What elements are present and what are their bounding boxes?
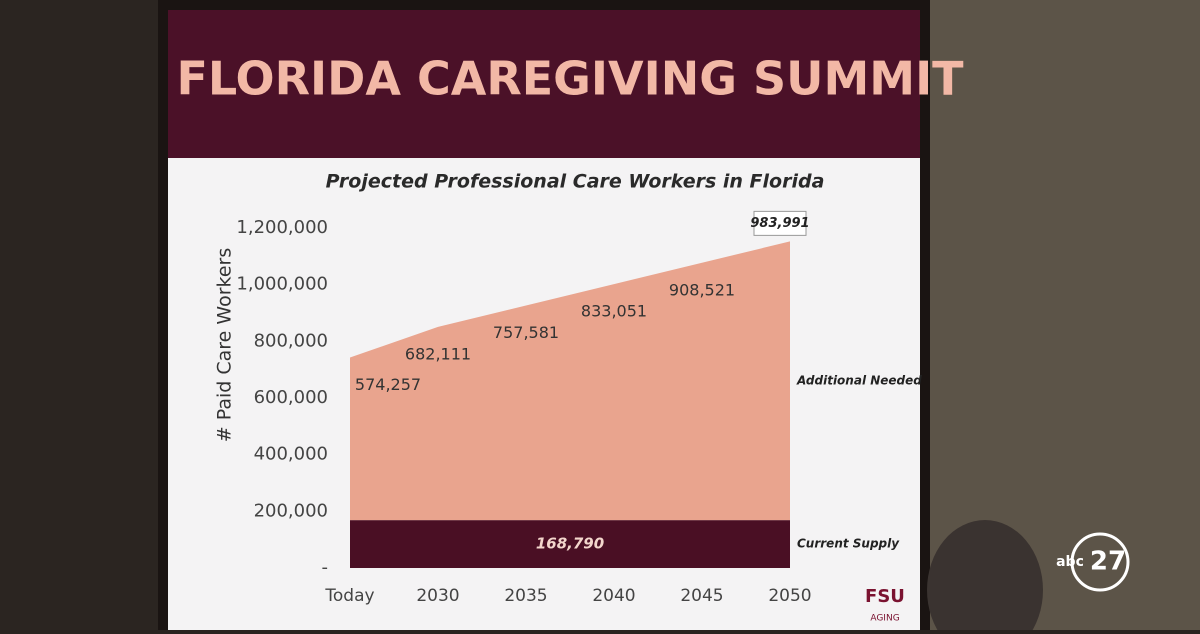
value-label: 574,257 — [355, 375, 421, 394]
value-label: 983,991 — [750, 216, 809, 231]
value-label: 833,051 — [581, 302, 647, 321]
slide-title: FLORIDA CAREGIVING SUMMIT — [176, 52, 964, 106]
x-tick-label: Today — [324, 586, 374, 606]
y-tick-label: 1,200,000 — [236, 217, 328, 238]
series-label: Additional Needed — [796, 373, 922, 387]
y-tick-label: 600,000 — [254, 387, 328, 408]
value-label: 757,581 — [493, 323, 559, 342]
x-tick-label: 2035 — [504, 586, 547, 606]
series-label: Current Supply — [797, 537, 900, 551]
y-axis-label: # Paid Care Workers — [214, 248, 236, 442]
logo-sub: AGING — [870, 614, 899, 624]
y-tick-label: 800,000 — [254, 330, 328, 351]
area — [350, 520, 790, 568]
chart-title: Projected Professional Care Workers in F… — [326, 171, 825, 193]
x-tick-label: 2050 — [768, 586, 811, 606]
network-text: abc — [1056, 554, 1084, 570]
x-tick-label: 2045 — [680, 586, 723, 606]
audience-head — [927, 520, 1043, 634]
y-tick-label: - — [322, 557, 329, 578]
chart: - 200,000 400,000 600,000 800,000 1,000,000 1,… — [236, 210, 922, 606]
logo: FSU — [865, 586, 905, 607]
x-tick-label: 2040 — [592, 586, 635, 606]
label-box — [753, 210, 807, 236]
x-tick-label: 2030 — [416, 586, 459, 606]
y-tick-label: 400,000 — [254, 444, 328, 465]
value-label: 168,790 — [536, 535, 604, 553]
y-tick-label: 1,000,000 — [236, 274, 328, 295]
channel-text: 27 — [1090, 547, 1126, 577]
network-logo — [1070, 532, 1130, 592]
value-label: 908,521 — [669, 280, 735, 299]
banner — [168, 10, 920, 158]
area — [350, 241, 790, 521]
value-label: 682,111 — [405, 344, 471, 363]
y-tick-label: 200,000 — [254, 500, 328, 521]
